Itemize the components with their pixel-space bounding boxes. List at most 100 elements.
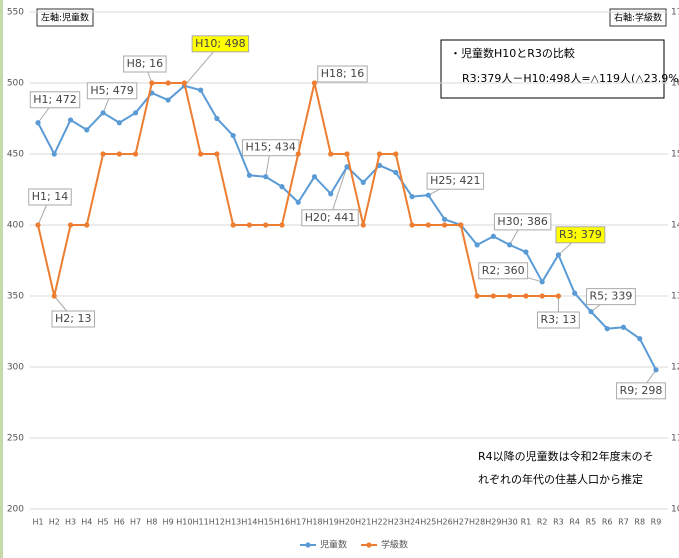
data-label: H2; 13 xyxy=(55,312,91,325)
data-point xyxy=(181,80,187,86)
x-tick-label: H15 xyxy=(258,518,274,527)
data-point xyxy=(100,151,106,157)
data-label: H20; 441 xyxy=(305,211,355,224)
data-label-box xyxy=(51,310,96,328)
x-tick-label: H30 xyxy=(502,518,518,527)
comparison-box xyxy=(440,39,665,99)
data-point xyxy=(263,222,269,228)
x-tick-label: H25 xyxy=(420,518,436,527)
comparison-line: ・児童数H10とR3の比較 xyxy=(450,46,575,60)
data-point xyxy=(84,127,90,133)
data-point xyxy=(490,293,496,299)
data-point xyxy=(132,151,139,157)
y2-tick-label: 14 xyxy=(671,221,679,231)
data-label-box xyxy=(536,311,580,329)
x-tick-label: H7 xyxy=(130,518,141,527)
x-tick-label: H22 xyxy=(371,518,387,527)
x-tick-label: H23 xyxy=(388,518,404,527)
y2-tick-label: 16 xyxy=(671,79,679,89)
x-tick-label: H28 xyxy=(469,518,485,527)
data-label: R3; 379 xyxy=(559,228,602,241)
data-label: R3; 13 xyxy=(540,313,576,326)
legend-label: 児童数 xyxy=(320,539,347,551)
data-point xyxy=(311,80,318,86)
data-label: H1; 14 xyxy=(32,190,68,203)
right-axis-box xyxy=(609,8,667,27)
data-point xyxy=(344,151,350,157)
y-tick-label: 300 xyxy=(7,363,24,373)
data-point xyxy=(230,222,236,228)
data-point xyxy=(295,199,301,205)
data-point xyxy=(149,80,155,86)
x-tick-label: R2 xyxy=(537,518,548,527)
y-tick-label: 450 xyxy=(7,150,24,160)
data-point xyxy=(263,174,269,180)
x-tick-label: R8 xyxy=(634,518,645,527)
data-label-box xyxy=(493,213,552,231)
data-labels: H1; 472 H5; 479 H10; 498 H15; 434 H20; 441 H2… xyxy=(28,35,666,400)
x-tick-label: H16 xyxy=(274,518,290,527)
x-tick-label: H10 xyxy=(176,518,192,527)
data-label-box xyxy=(191,35,250,53)
data-point xyxy=(360,179,366,185)
y2-tick-label: 12 xyxy=(671,363,679,373)
data-label-box xyxy=(426,172,485,190)
x-tick-label: H4 xyxy=(81,518,92,527)
data-point xyxy=(84,222,90,228)
data-label: H25; 421 xyxy=(430,174,480,187)
data-point xyxy=(425,222,431,228)
x-tick-label: R7 xyxy=(618,518,629,527)
data-point xyxy=(360,222,366,228)
left-axis-box xyxy=(36,8,94,27)
y-tick-label: 550 xyxy=(7,8,24,18)
data-label: R2; 360 xyxy=(482,264,525,277)
x-tick-label: H12 xyxy=(209,518,225,527)
x-tick-label: H26 xyxy=(436,518,452,527)
data-point xyxy=(376,151,383,157)
data-point xyxy=(393,169,399,176)
data-point xyxy=(507,242,513,248)
x-tick-label: R4 xyxy=(569,518,580,527)
right-axis-label: 右軸:学級数 xyxy=(614,12,662,24)
data-point xyxy=(539,279,545,285)
x-tick-label: H24 xyxy=(404,518,420,527)
data-point xyxy=(67,222,74,228)
data-label-box xyxy=(555,226,606,244)
data-point xyxy=(393,151,399,157)
y-tick-label: 400 xyxy=(7,221,24,231)
data-point xyxy=(458,222,464,228)
data-point xyxy=(441,216,448,222)
data-label-box xyxy=(29,91,81,109)
data-point xyxy=(116,120,122,126)
data-point xyxy=(425,192,431,198)
data-label: H15; 434 xyxy=(245,141,295,154)
x-tick-label: R3 xyxy=(553,518,564,527)
data-point xyxy=(523,293,529,299)
data-label: H8; 16 xyxy=(127,57,163,70)
data-label-box xyxy=(317,65,368,83)
x-tick-label: H19 xyxy=(323,518,339,527)
x-tick-label: R5 xyxy=(586,518,597,527)
data-point xyxy=(132,110,139,116)
x-tick-label: R1 xyxy=(521,518,532,527)
data-label-box xyxy=(586,288,636,306)
data-point xyxy=(539,293,545,299)
data-point xyxy=(409,222,415,228)
data-label: R9; 298 xyxy=(620,384,663,397)
data-point xyxy=(507,293,513,299)
data-label: H10; 498 xyxy=(195,37,245,50)
y2-tick-label: 10 xyxy=(671,505,679,515)
x-tick-label: H1 xyxy=(32,518,43,527)
data-label: H1; 472 xyxy=(33,93,76,106)
footnote-line: R4以降の児童数は令和2年度末のそ xyxy=(478,449,654,463)
data-point xyxy=(523,249,529,255)
data-point xyxy=(35,120,41,126)
data-label-box xyxy=(616,382,666,400)
comparison-line: R3:379人－H10:498人=△119人(△23.9%) xyxy=(462,72,679,85)
data-point xyxy=(214,151,220,157)
data-point xyxy=(490,233,496,239)
x-tick-label: H20 xyxy=(339,518,355,527)
data-point xyxy=(620,324,627,330)
data-point xyxy=(279,222,285,228)
x-tick-label: H8 xyxy=(146,518,157,527)
